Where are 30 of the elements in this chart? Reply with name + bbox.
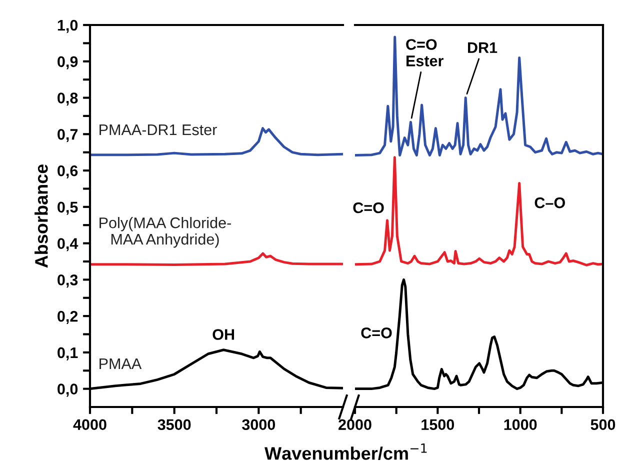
x-tick-label: 2000 [338,419,372,430]
x-tick-label: 4000 [73,419,106,430]
line-series [90,252,343,266]
annotation: C–O [534,197,565,208]
annotation: OH [212,329,234,340]
y-tick-label: 0,6 [58,165,78,178]
series-label: PMAA-DR1 Ester [100,124,217,136]
y-tick-label: 0,5 [58,202,78,215]
y-tick-label: 0,4 [58,238,78,252]
x-axis-title: Wavenumber/cm$^{−1}$ [264,444,427,460]
y-tick-label: 0,2 [58,310,78,324]
annotation: C=O Ester [406,39,444,66]
y-tick-label: 0,7 [58,129,78,142]
x-tick-label: 3000 [242,419,276,430]
y-tick-label: 1,0 [58,20,78,33]
x-tick-label: 3500 [158,419,191,430]
y-axis-title: Absorbance [34,164,48,268]
annotation: C=O [361,328,392,338]
series-label: Poly(MAA Chloride- MAA Anhydride) [100,217,231,248]
x-tick-label: 500 [590,419,616,430]
annotation: C=O [353,202,384,214]
series-label: PMAA [100,358,142,369]
annotation: DR1 [468,42,498,53]
y-tick-label: 0,8 [58,92,78,106]
x-tick-label: 1000 [504,419,537,430]
y-tick-label: 0,3 [58,274,78,288]
y-tick-label: 0,1 [58,347,78,360]
x-tick-label: 1500 [422,419,454,430]
y-tick-label: 0,9 [58,56,78,70]
y-tick-label: 0,0 [58,384,78,397]
